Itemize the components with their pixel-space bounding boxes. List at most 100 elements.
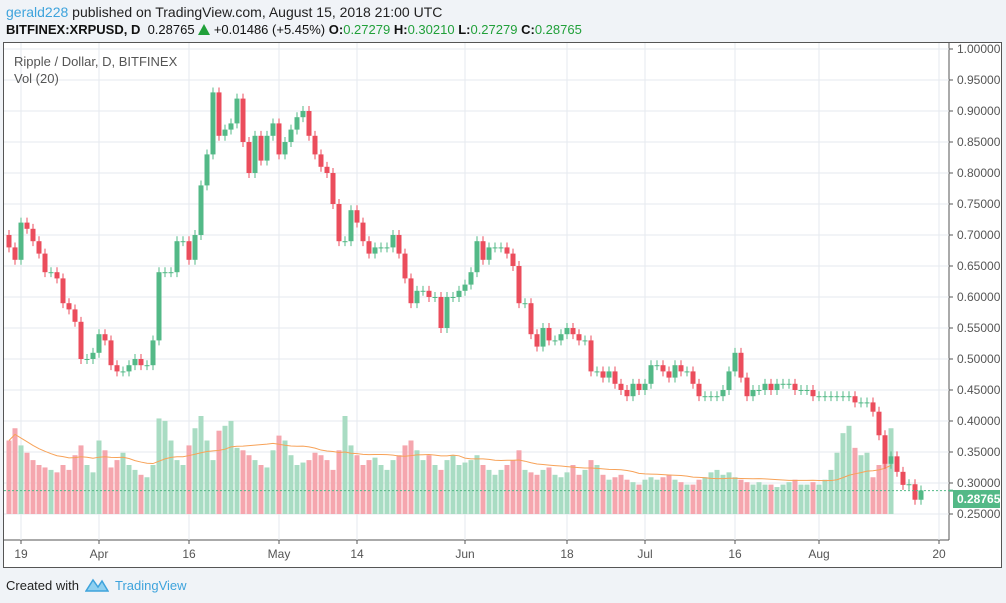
volume-bar (228, 420, 234, 514)
candle-body (540, 328, 546, 347)
candle-body (30, 228, 36, 242)
candle-body (810, 390, 816, 397)
candle-body (216, 92, 222, 136)
candle-body (624, 390, 630, 397)
volume-bar (888, 428, 894, 514)
volume-bar (432, 465, 438, 514)
volume-bar (372, 457, 378, 514)
candle-body (630, 383, 636, 397)
volume-bar (402, 445, 408, 514)
volume-bar (444, 460, 450, 514)
volume-bar (156, 418, 162, 514)
volume-bar (624, 479, 630, 514)
candle-body (240, 98, 246, 142)
candle-body (54, 272, 60, 279)
volume-bar (78, 445, 84, 514)
volume-bar (846, 425, 852, 514)
candle-body (714, 396, 720, 398)
x-tick-label: 14 (350, 547, 364, 561)
candle-body (372, 247, 378, 254)
volume-bar (216, 430, 222, 514)
candle-body (552, 340, 558, 342)
candle-body (324, 166, 330, 173)
candle-body (672, 365, 678, 378)
volume-bar (456, 465, 462, 514)
candle-body (648, 365, 654, 384)
candle-body (660, 365, 666, 372)
volume-bar (120, 452, 126, 514)
author-link[interactable]: gerald228 (6, 4, 69, 20)
price-chart[interactable]: 0.25000 0.30000 0.35000 0.40000 0.45000 0.500… (4, 42, 1001, 567)
volume-bar (378, 465, 384, 514)
volume-bar (258, 465, 264, 514)
volume-bar (792, 479, 798, 514)
candle-body (756, 390, 762, 391)
candle-body (798, 390, 804, 391)
volume-bar (684, 484, 690, 514)
y-tick-label: 1.00000 (957, 43, 1001, 56)
candle-body (822, 396, 828, 398)
candle-body (696, 383, 702, 397)
candle-body (840, 396, 846, 398)
candle-body (108, 340, 114, 366)
candle-body (570, 328, 576, 335)
volume-bar (660, 477, 666, 514)
volume-bar (606, 479, 612, 514)
volume-bar (780, 484, 786, 514)
volume-bar (306, 460, 312, 514)
volume-bar (654, 479, 660, 514)
y-tick-label: 0.30000 (957, 476, 1001, 490)
candle-body (96, 334, 102, 353)
volume-bar (180, 465, 186, 514)
volume-bar (174, 460, 180, 514)
publish-info: gerald228 published on TradingView.com, … (6, 4, 442, 20)
volume-bar (498, 469, 504, 514)
volume-bar (804, 484, 810, 514)
volume-bar (630, 482, 636, 514)
volume-bar (6, 440, 12, 514)
volume-bar (552, 474, 558, 514)
chart-panel[interactable]: 0.25000 0.30000 0.35000 0.40000 0.45000 0.500… (3, 42, 1002, 568)
volume-bar (576, 474, 582, 514)
candle-body (390, 235, 396, 248)
volume-bar (426, 455, 432, 514)
candle-body (522, 303, 528, 305)
volume-bar (528, 472, 534, 514)
volume-bar (192, 428, 198, 514)
candle-body (450, 297, 456, 298)
candle-body (918, 490, 924, 500)
candle-body (846, 396, 852, 398)
candle-body (252, 135, 258, 173)
candle-body (618, 383, 624, 390)
candle-body (432, 297, 438, 298)
candle-body (546, 328, 552, 341)
candle-body (210, 92, 216, 155)
candle-body (492, 247, 498, 249)
candle-body (174, 241, 180, 273)
volume-bar (678, 482, 684, 514)
volume-bar (486, 469, 492, 514)
tradingview-link[interactable]: TradingView (114, 577, 187, 593)
high-value: 0.30210 (407, 22, 455, 37)
candle-body (612, 371, 618, 384)
candle-body (654, 365, 660, 367)
y-tick-label: 0.45000 (957, 383, 1001, 397)
candle-body (192, 235, 198, 260)
volume-bar (462, 462, 468, 514)
volume-bar (102, 450, 108, 514)
candle-body (636, 383, 642, 390)
volume-bar (276, 435, 282, 514)
candle-body (858, 402, 864, 404)
volume-bar (312, 452, 318, 514)
volume-ma-line (8, 433, 892, 482)
candle-body (684, 371, 690, 373)
candle-body (408, 278, 414, 304)
candle-body (528, 303, 534, 335)
candle-body (504, 247, 510, 254)
candle-body (426, 290, 432, 297)
volume-bar (480, 465, 486, 514)
candle-body (702, 396, 708, 398)
volume-bar (816, 484, 822, 514)
candle-body (12, 247, 18, 260)
candle-body (6, 235, 12, 248)
